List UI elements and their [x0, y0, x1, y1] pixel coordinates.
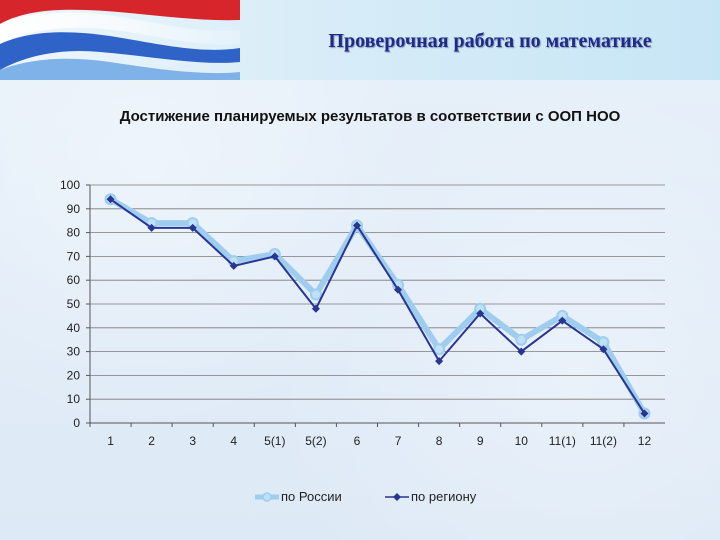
chart-title: Достижение планируемых результатов в соо…: [119, 108, 621, 125]
data-point-region: [435, 357, 444, 366]
x-tick-label: 11(1): [549, 434, 576, 448]
x-tick-label: 5(2): [305, 434, 326, 448]
x-tick-label: 10: [515, 434, 529, 448]
y-tick-label: 0: [73, 416, 80, 430]
x-tick-label: 5(1): [264, 434, 285, 448]
x-tick-label: 1: [107, 434, 114, 448]
slide-title: Проверочная работа по математике: [328, 30, 652, 52]
x-tick-label: 11(2): [590, 434, 617, 448]
x-tick-label: 9: [477, 434, 484, 448]
data-point-region: [558, 316, 567, 325]
y-tick-label: 70: [67, 249, 81, 263]
data-point-russia: [433, 343, 446, 356]
data-point-russia: [309, 288, 322, 301]
x-tick-label: 8: [436, 434, 443, 448]
data-point-region: [229, 261, 238, 270]
data-point-region: [476, 309, 485, 318]
y-tick-label: 60: [67, 273, 81, 287]
data-point-region: [517, 347, 526, 356]
y-tick-label: 20: [67, 368, 81, 382]
slide-header: Проверочная работа по математике: [0, 0, 720, 80]
x-tick-label: 2: [148, 434, 155, 448]
y-tick-label: 100: [60, 178, 80, 192]
y-tick-label: 90: [67, 202, 81, 216]
y-tick-label: 30: [67, 345, 81, 359]
data-point-region: [270, 252, 279, 261]
x-tick-label: 3: [189, 434, 196, 448]
legend-label-russia: по России: [281, 489, 342, 504]
data-point-region: [352, 221, 361, 230]
series-line-russia: [109, 196, 648, 415]
legend-swatch-russia: [255, 492, 279, 502]
y-tick-label: 40: [67, 321, 81, 335]
data-point-region: [640, 409, 649, 418]
legend-swatch-region: [385, 493, 409, 501]
legend-label-region: по региону: [411, 489, 477, 504]
y-tick-label: 80: [67, 226, 81, 240]
data-point-russia: [515, 333, 528, 346]
y-tick-label: 10: [67, 392, 81, 406]
x-tick-label: 4: [230, 434, 237, 448]
x-tick-label: 7: [395, 434, 402, 448]
data-point-region: [188, 223, 197, 232]
data-point-region: [311, 304, 320, 313]
series-line-region: [109, 198, 646, 415]
data-point-region: [147, 223, 156, 232]
data-point-region: [106, 195, 115, 204]
x-tick-label: 12: [638, 434, 652, 448]
data-point-region: [394, 285, 403, 294]
y-tick-label: 50: [67, 297, 81, 311]
x-tick-label: 6: [354, 434, 361, 448]
russian-flag-ribbon-icon: [0, 0, 240, 80]
data-point-region: [599, 345, 608, 354]
